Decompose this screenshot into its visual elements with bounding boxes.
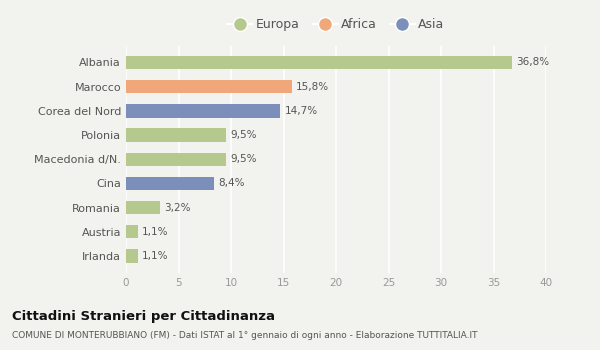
Bar	[126, 249, 137, 262]
Text: 3,2%: 3,2%	[164, 203, 190, 213]
Text: 36,8%: 36,8%	[517, 57, 550, 68]
Text: 8,4%: 8,4%	[218, 178, 245, 188]
Bar	[126, 104, 280, 118]
Text: 9,5%: 9,5%	[230, 154, 256, 164]
Text: Cittadini Stranieri per Cittadinanza: Cittadini Stranieri per Cittadinanza	[12, 310, 275, 323]
Bar	[126, 56, 512, 69]
Text: 1,1%: 1,1%	[142, 251, 168, 261]
Bar	[126, 225, 137, 238]
Bar	[126, 80, 292, 93]
Text: 1,1%: 1,1%	[142, 227, 168, 237]
Text: 15,8%: 15,8%	[296, 82, 329, 92]
Bar	[126, 201, 160, 214]
Text: 14,7%: 14,7%	[284, 106, 317, 116]
Bar	[126, 177, 214, 190]
Legend: Europa, Africa, Asia: Europa, Africa, Asia	[223, 13, 449, 36]
Bar	[126, 153, 226, 166]
Bar	[126, 128, 226, 142]
Text: 9,5%: 9,5%	[230, 130, 256, 140]
Text: COMUNE DI MONTERUBBIANO (FM) - Dati ISTAT al 1° gennaio di ogni anno - Elaborazi: COMUNE DI MONTERUBBIANO (FM) - Dati ISTA…	[12, 331, 478, 340]
